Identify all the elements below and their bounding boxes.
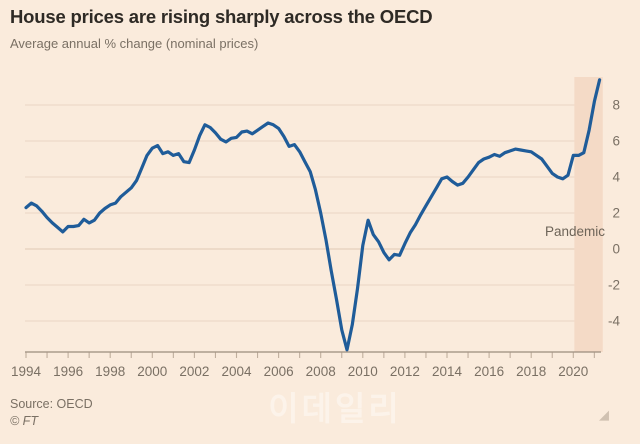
y-tick-label: 8 <box>612 98 620 113</box>
x-tick-label: 2014 <box>432 364 463 379</box>
source-label: Source: OECD <box>10 397 93 411</box>
x-tick-label: 2018 <box>516 364 546 379</box>
x-tick-label: 2002 <box>179 364 209 379</box>
x-tick-label: 1998 <box>95 364 125 379</box>
resize-handle-icon[interactable]: ◢ <box>599 407 609 422</box>
chart-title: House prices are rising sharply across t… <box>10 6 433 27</box>
y-tick-label: 0 <box>612 242 620 257</box>
x-tick-label: 2008 <box>306 364 336 379</box>
y-tick-label: 6 <box>612 134 620 149</box>
x-tick-label: 2020 <box>558 364 588 379</box>
pandemic-band <box>574 77 603 352</box>
x-tick-label: 1994 <box>11 364 42 379</box>
y-tick-label: -2 <box>608 278 620 293</box>
chart-subtitle: Average annual % change (nominal prices) <box>10 36 259 51</box>
house-price-line <box>24 78 602 352</box>
y-tick-label: 4 <box>612 170 620 185</box>
copyright-label: © FT <box>10 414 38 428</box>
x-tick-label: 2000 <box>137 364 167 379</box>
x-tick-label: 2006 <box>264 364 294 379</box>
y-tick-label: -4 <box>608 314 620 329</box>
x-tick-label: 2016 <box>474 364 504 379</box>
pandemic-annotation: Pandemic <box>545 224 605 239</box>
x-tick-label: 1996 <box>53 364 83 379</box>
y-tick-label: 2 <box>612 206 620 221</box>
x-tick-label: 2012 <box>390 364 420 379</box>
x-tick-label: 2010 <box>348 364 378 379</box>
x-tick-label: 2004 <box>221 364 252 379</box>
